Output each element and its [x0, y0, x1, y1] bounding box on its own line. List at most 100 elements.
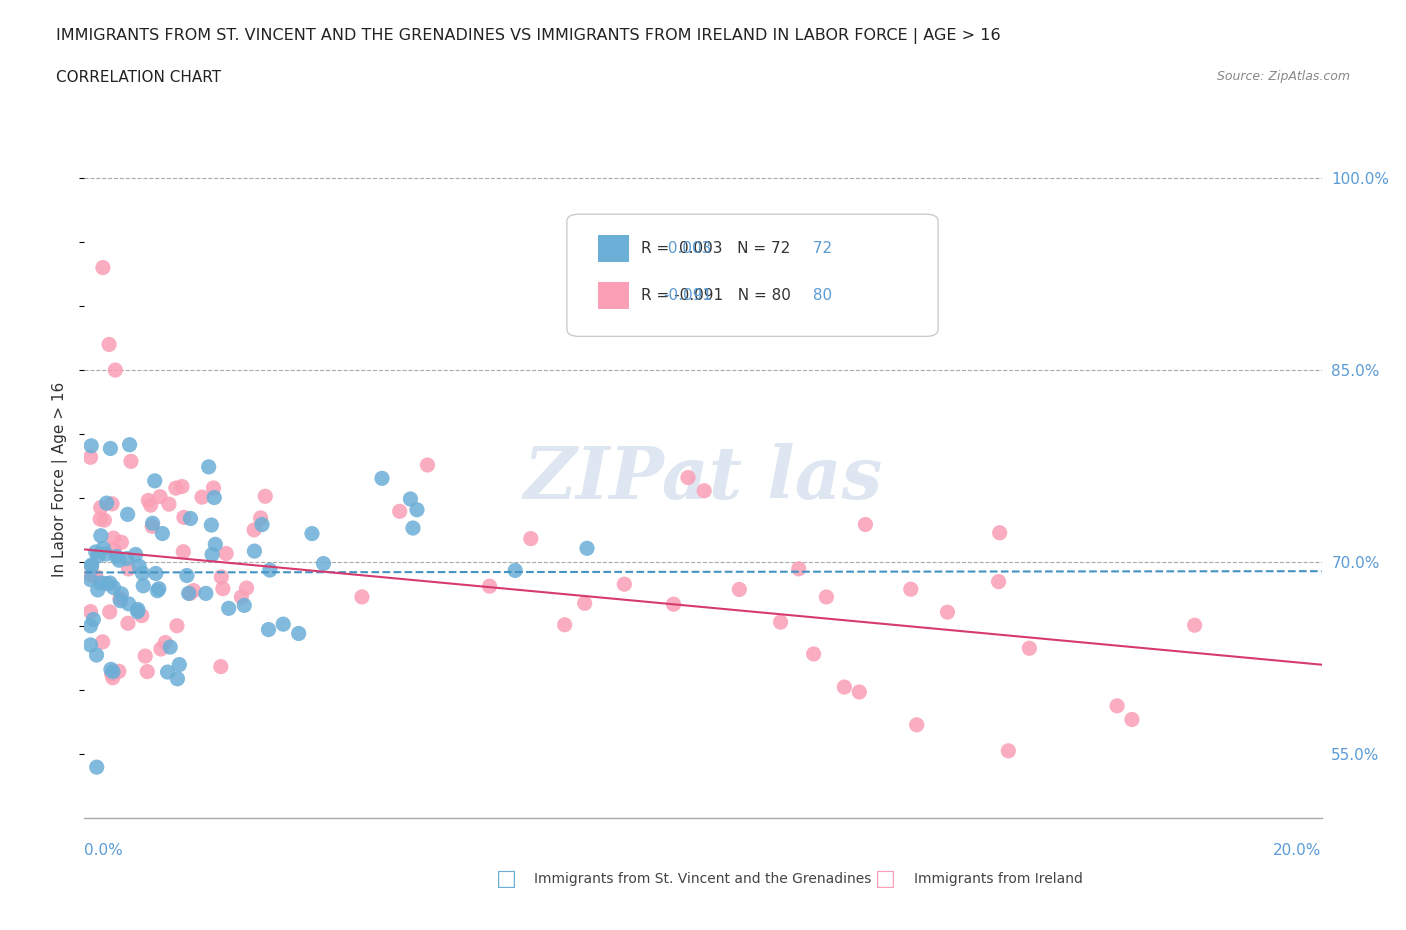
Point	[117, 507, 139, 522]
Point	[613, 577, 636, 591]
Point	[176, 568, 198, 583]
Point	[136, 493, 159, 508]
Point	[101, 671, 124, 685]
Point	[157, 497, 180, 512]
Point	[576, 541, 599, 556]
Text: Source: ZipAtlas.com: Source: ZipAtlas.com	[1216, 70, 1350, 83]
Point	[101, 664, 124, 679]
Point	[91, 634, 114, 649]
Point	[86, 760, 108, 775]
Bar	[598, 234, 628, 261]
Point	[936, 604, 959, 619]
Text: □: □	[496, 869, 516, 889]
Point	[90, 500, 112, 515]
Point	[399, 492, 422, 507]
Point	[194, 586, 217, 601]
Point	[145, 566, 167, 581]
Point	[100, 441, 122, 456]
Point	[416, 458, 439, 472]
Point	[235, 580, 257, 595]
Point	[79, 637, 101, 652]
Text: CORRELATION CHART: CORRELATION CHART	[56, 70, 221, 85]
Point	[98, 604, 121, 619]
Point	[93, 512, 115, 527]
Point	[132, 578, 155, 593]
Point	[243, 544, 266, 559]
Point	[139, 498, 162, 512]
Point	[91, 260, 114, 275]
Point	[197, 459, 219, 474]
Point	[80, 559, 103, 574]
Point	[120, 454, 142, 469]
Point	[127, 604, 149, 619]
Point	[86, 647, 108, 662]
Point	[905, 717, 928, 732]
Point	[136, 664, 159, 679]
Point	[100, 662, 122, 677]
Point	[142, 516, 165, 531]
Point	[1184, 618, 1206, 632]
Point	[96, 576, 118, 591]
Point	[101, 497, 124, 512]
Point	[350, 590, 373, 604]
Point	[146, 583, 169, 598]
Point	[98, 576, 121, 591]
Point	[371, 471, 394, 485]
Point	[676, 470, 699, 485]
Point	[103, 542, 125, 557]
Point	[287, 626, 309, 641]
Point	[574, 596, 596, 611]
Point	[728, 582, 751, 597]
Point	[141, 519, 163, 534]
Point	[159, 640, 181, 655]
Point	[80, 558, 103, 573]
Point	[80, 438, 103, 453]
Point	[183, 583, 205, 598]
Point	[96, 496, 118, 511]
Point	[191, 490, 214, 505]
Point	[94, 547, 117, 562]
Point	[82, 612, 104, 627]
Text: 80: 80	[808, 288, 832, 303]
Point	[155, 635, 177, 650]
Point	[118, 437, 141, 452]
Point	[254, 489, 277, 504]
Point	[149, 642, 172, 657]
Point	[848, 684, 870, 699]
Point	[108, 664, 131, 679]
Point	[108, 591, 131, 605]
Point	[201, 547, 224, 562]
Point	[104, 363, 127, 378]
Text: R = -0.091   N = 80: R = -0.091 N = 80	[641, 288, 792, 303]
Point	[105, 549, 128, 564]
Point	[156, 665, 179, 680]
Point	[110, 593, 132, 608]
Point	[134, 648, 156, 663]
Point	[100, 666, 122, 681]
Point	[900, 582, 922, 597]
Point	[209, 659, 232, 674]
Point	[202, 481, 225, 496]
Point	[406, 502, 429, 517]
Point	[80, 567, 103, 582]
Point	[209, 569, 232, 584]
Point	[143, 473, 166, 488]
Point	[170, 479, 193, 494]
Point	[259, 563, 281, 578]
Point	[124, 547, 146, 562]
Point	[173, 510, 195, 525]
Text: R =  0.003   N = 72: R = 0.003 N = 72	[641, 241, 790, 256]
Point	[177, 586, 200, 601]
Point	[212, 581, 235, 596]
Point	[1105, 698, 1128, 713]
Point	[249, 511, 271, 525]
Point	[215, 546, 238, 561]
Point	[815, 590, 838, 604]
Point	[855, 517, 877, 532]
Point	[987, 574, 1010, 589]
Text: 0.003: 0.003	[664, 241, 711, 256]
Point	[91, 541, 114, 556]
Point	[150, 526, 173, 541]
Point	[243, 523, 266, 538]
Point	[503, 563, 526, 578]
